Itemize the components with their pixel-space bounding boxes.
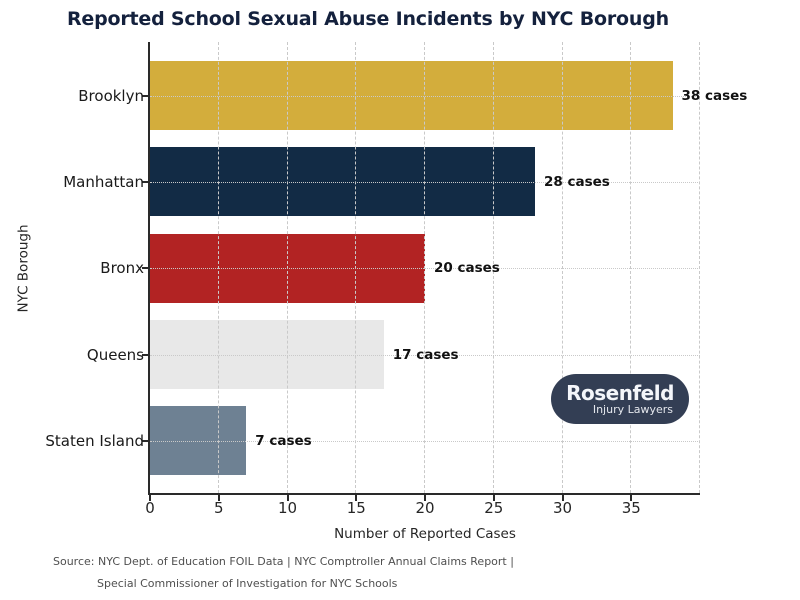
source-line-1: Source: NYC Dept. of Education FOIL Data… xyxy=(53,555,514,568)
x-axis-line xyxy=(148,493,700,495)
logo-brand-name: Rosenfeld xyxy=(566,380,674,405)
bar-value-label: 38 cases xyxy=(681,87,748,104)
gridline-vertical xyxy=(699,42,700,493)
x-tick-label-35: 35 xyxy=(621,499,641,517)
y-tick-label-brooklyn: Brooklyn xyxy=(78,86,144,105)
x-tick-label-10: 10 xyxy=(277,499,298,517)
x-tick-mark xyxy=(424,495,426,501)
x-tick-mark xyxy=(630,495,633,501)
y-tick-mark xyxy=(142,267,148,270)
y-tick-label-staten-island: Staten Island xyxy=(45,431,144,450)
gridline-vertical xyxy=(630,42,632,493)
x-tick-mark xyxy=(217,495,220,501)
gridline-horizontal xyxy=(150,354,700,356)
gridline-vertical xyxy=(492,42,494,493)
gridline-horizontal xyxy=(150,440,700,442)
x-tick-mark xyxy=(149,495,151,501)
logo-tagline: Injury Lawyers xyxy=(592,402,673,416)
x-tick-label-5: 5 xyxy=(213,499,224,517)
y-tick-mark xyxy=(142,180,148,183)
gridline-vertical xyxy=(561,42,563,493)
x-tick-label-20: 20 xyxy=(415,499,435,517)
x-tick-label-25: 25 xyxy=(484,499,504,517)
gridline-vertical xyxy=(286,42,288,493)
x-tick-label-30: 30 xyxy=(552,499,573,517)
source-line-2: Special Commissioner of Investigation fo… xyxy=(97,577,398,590)
bar-value-label: 7 cases xyxy=(255,432,312,449)
x-tick-label-15: 15 xyxy=(346,499,366,517)
y-tick-mark xyxy=(142,353,148,356)
gridline-horizontal xyxy=(150,268,700,270)
rosenfeld-injury-lawyers-logo: Rosenfeld Injury Lawyers xyxy=(551,374,689,424)
x-tick-mark xyxy=(492,495,495,501)
x-axis-title: Number of Reported Cases xyxy=(334,526,516,542)
gridline-vertical xyxy=(355,42,357,493)
x-tick-mark xyxy=(286,495,289,501)
x-tick-label-0: 0 xyxy=(145,499,155,517)
bar-value-label: 20 cases xyxy=(434,260,500,277)
x-tick-mark xyxy=(561,495,564,501)
y-tick-mark xyxy=(142,94,148,97)
chart-title: Reported School Sexual Abuse Incidents b… xyxy=(67,8,669,30)
y-tick-label-manhattan: Manhattan xyxy=(63,172,144,191)
bar-value-label: 28 cases xyxy=(544,173,610,190)
plot-area: 38 cases 28 cases 20 cases 17 cases 7 cases xyxy=(142,42,747,501)
y-tick-label-queens: Queens xyxy=(86,345,144,364)
bar-value-label: 17 cases xyxy=(392,346,459,363)
gridline-vertical xyxy=(424,42,425,493)
gridline-vertical xyxy=(217,42,219,493)
gridline-horizontal xyxy=(150,95,700,97)
x-tick-mark xyxy=(355,495,358,501)
y-tick-mark xyxy=(142,439,148,442)
y-axis-line xyxy=(148,42,150,495)
y-tick-label-bronx: Bronx xyxy=(100,259,144,278)
gridline-horizontal xyxy=(150,181,700,183)
